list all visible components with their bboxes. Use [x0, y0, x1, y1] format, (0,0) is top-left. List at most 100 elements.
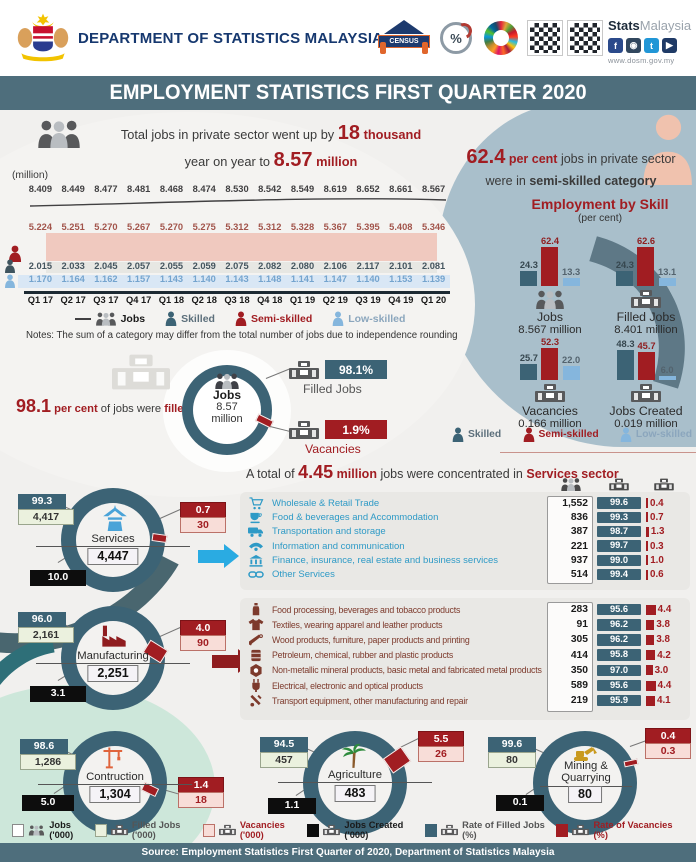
low-skilled-person-icon	[620, 427, 632, 442]
quarter-label: Q1 18	[158, 295, 185, 305]
semi-skilled-bar	[541, 247, 559, 286]
bar-value: 62.6	[636, 236, 656, 247]
semi-skilled-value: 5.395	[356, 222, 380, 232]
jobs-value: 8.549	[290, 184, 315, 194]
filled-rate-badge: 98.1%	[325, 360, 387, 379]
sector-headline-text: A total of	[246, 467, 295, 481]
skilled-value: 2.045	[94, 261, 118, 271]
quarter-label: Q3 17	[93, 295, 119, 305]
legend-jobs-label: Jobs	[120, 312, 146, 325]
rate-vacancies-badge: 0.4	[645, 728, 691, 744]
bar-value: 45.7	[637, 340, 656, 351]
jobs-donut-chart	[182, 365, 272, 455]
semi-skilled-value: 5.270	[159, 222, 184, 232]
filled-jobs-label: Filled Jobs	[303, 382, 362, 396]
skilled-value: 2.015	[28, 261, 53, 271]
skilled-value: 2.106	[323, 261, 347, 271]
donut-value: 8.57	[216, 400, 238, 413]
jobs-value: 91	[576, 619, 588, 631]
twitter-icon: t	[644, 38, 659, 53]
youtube-icon: ▶	[662, 38, 677, 53]
vacancies-badge: 26	[418, 746, 464, 762]
census-label: CENSUS	[378, 35, 430, 48]
header: DEPARTMENT OF STATISTICS MALAYSIA CENSUS…	[0, 0, 696, 76]
legend-icon	[441, 824, 459, 836]
intro-headline: Total jobs in private sector went up by …	[88, 120, 454, 174]
chart-name: Jobs	[537, 310, 563, 324]
skill-chart-jobs-created: 48.3 45.7 6.0 Jobs Created 0.019 million	[602, 327, 690, 430]
jobs-value: 937	[570, 554, 588, 566]
table-row: Finance, insurance, real estate and busi…	[240, 553, 690, 567]
source-text: Source: Employment Statistics First Quar…	[141, 847, 555, 858]
jobs-value: 8.409	[28, 184, 53, 194]
subsector-label: Electrical, electronic and optical produ…	[272, 680, 423, 691]
filled-value: 98.1	[16, 396, 52, 416]
subsector-label: Textiles, wearing apparel and leather pr…	[272, 619, 443, 630]
jobs-trend-line	[29, 198, 447, 207]
rate-filled-badge: 98.6	[20, 739, 68, 754]
chart-amount: 0.166 million	[518, 418, 582, 430]
rate-vacancies-cell: 0.6	[650, 569, 664, 581]
legend-swatch	[94, 823, 107, 837]
jobs-value: 8.477	[94, 184, 118, 194]
legend-icon	[323, 824, 341, 836]
quarter-label: Q3 18	[224, 295, 250, 305]
sector-headline-value: 4.45	[298, 462, 334, 482]
person-silhouette	[632, 113, 696, 185]
axis-line	[24, 291, 450, 294]
low-skilled-person-icon	[4, 274, 16, 288]
low-skilled-person-icon	[332, 311, 344, 326]
jobs-value: 414	[570, 649, 588, 661]
axis-unit-label: (million)	[12, 170, 49, 181]
sector-headline: A total of 4.45 million jobs were concen…	[246, 462, 690, 483]
subsector-label: Transport equipment, other manufacturing…	[272, 695, 468, 706]
subsector-label: Transportation and storage	[272, 526, 386, 538]
jobs-value: 219	[570, 695, 588, 707]
skilled-bar	[520, 270, 538, 286]
divider-line	[500, 452, 696, 453]
office-desk-icon	[535, 383, 565, 403]
low-skilled-value: 1.148	[258, 274, 282, 284]
manufacturing-donut	[61, 606, 165, 710]
table-row: Transportation and storage 387 98.7 1.3	[240, 525, 690, 539]
bar-value: 24.3	[519, 259, 538, 270]
legend-label: Vacancies ('000)	[239, 820, 285, 840]
semi-skilled-value: 5.328	[290, 222, 315, 232]
sector-headline-bold: Services sector	[526, 467, 619, 481]
skilled-value: 2.059	[192, 261, 216, 271]
semi-skilled-value: 5.270	[94, 222, 118, 232]
quarter-label: Q1 19	[289, 295, 316, 305]
skill-headline-pct: per cent	[508, 152, 558, 166]
footer-legend: Jobs ('000) Filled Jobs ('000) Vacancies…	[0, 819, 696, 841]
quarter-label: Q1 20	[420, 295, 447, 305]
jobs-value: 836	[570, 511, 588, 523]
quarter-label: Q2 17	[60, 295, 86, 305]
low-skilled-value: 1.143	[159, 274, 184, 284]
skilled-value: 2.057	[127, 261, 151, 271]
low-skilled-value: 1.143	[225, 274, 249, 284]
people-group-icon	[95, 311, 117, 326]
bar-value: 13.1	[658, 266, 677, 277]
low-skilled-value: 1.157	[127, 274, 151, 284]
statistics-emblem: %	[440, 22, 472, 54]
jobs-value: 8.652	[356, 184, 380, 194]
vacancy-bar	[646, 512, 648, 523]
skill-chart-jobs: 24.3 62.4 13.3 Jobs 8.567 million	[506, 233, 594, 336]
connector-line	[159, 508, 183, 520]
rate-vacancies-badge: 1.4	[178, 777, 224, 793]
skilled-value: 2.082	[258, 261, 282, 271]
legend-swatch	[307, 823, 320, 837]
skilled-value: 2.080	[290, 261, 315, 271]
subsector-label: Wholesale & Retail Trade	[272, 497, 380, 509]
semi-skilled-value: 5.408	[389, 222, 413, 232]
jobs-column-box	[547, 602, 593, 712]
rate-vacancies-cell: 4.4	[657, 680, 672, 692]
rate-filled-cell: 95.6	[597, 679, 641, 692]
table-row: Transport equipment, other manufacturing…	[240, 693, 690, 708]
sector-name: Mining & Quarrying	[540, 760, 632, 787]
vacancies-badge: 90	[180, 635, 226, 651]
sector-row-icon	[248, 633, 264, 646]
legend-skilled-label: Skilled	[468, 429, 502, 440]
sector-row-icon	[248, 649, 264, 662]
intro-text: Total jobs in private sector went up by	[120, 127, 335, 142]
